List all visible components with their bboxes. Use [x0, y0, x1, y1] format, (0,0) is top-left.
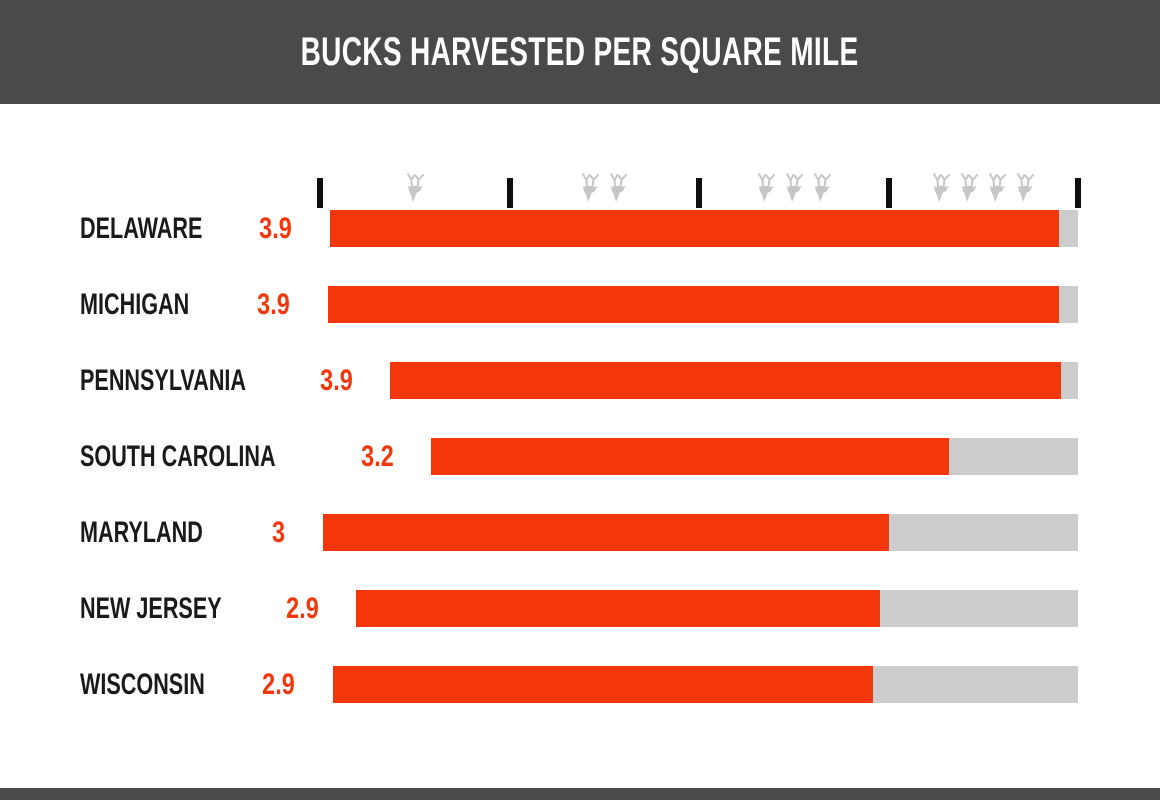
bar-fill: [431, 438, 949, 475]
table-row: NEW JERSEY 2.9: [0, 590, 1160, 627]
axis-tick: [1075, 178, 1081, 208]
state-value: 2.9: [262, 667, 296, 701]
state-value: 3.9: [259, 211, 292, 245]
state-value: 3.9: [257, 287, 290, 321]
table-row: WISCONSIN 2.9: [0, 666, 1160, 703]
bar-track: [327, 286, 1078, 323]
axis-tick: [506, 178, 513, 208]
table-row: MARYLAND 3: [0, 514, 1160, 551]
bar-track: [390, 362, 1078, 399]
buck-icon-group: [402, 172, 428, 206]
buck-icon-group: [753, 172, 835, 206]
buck-icon: [1017, 173, 1035, 202]
bar-fill: [322, 514, 890, 551]
buck-icon: [933, 173, 951, 202]
table-row: PENNSYLVANIA 3.9: [0, 362, 1160, 399]
bar-fill: [390, 362, 1061, 399]
chart-title: BUCKS HARVESTED PER SQUARE MILE: [301, 29, 859, 74]
buck-icon: [582, 173, 600, 202]
buck-icon: [961, 173, 979, 202]
state-label: SOUTH CAROLINA: [80, 439, 276, 473]
bar-track: [431, 438, 1078, 475]
table-row: DELAWARE 3.9: [0, 210, 1160, 247]
state-label: MICHIGAN: [80, 287, 190, 321]
state-value: 3.2: [360, 439, 394, 473]
bar-fill: [327, 286, 1060, 323]
buck-icon: [813, 173, 831, 202]
state-value: 2.9: [285, 591, 319, 625]
bar-chart: DELAWARE 3.9 MICHIGAN 3.9 PENNSYLVANIA 3…: [0, 104, 1160, 788]
bar-rows: DELAWARE 3.9 MICHIGAN 3.9 PENNSYLVANIA 3…: [0, 210, 1160, 742]
axis-tick: [317, 178, 323, 208]
bar-track: [333, 666, 1078, 703]
state-label: MARYLAND: [80, 515, 203, 549]
buck-icon: [406, 173, 424, 202]
buck-icon-group: [577, 172, 631, 206]
bar-track: [356, 590, 1078, 627]
axis-tick: [885, 178, 892, 208]
state-label: WISCONSIN: [80, 667, 205, 701]
table-row: MICHIGAN 3.9: [0, 286, 1160, 323]
buck-icon: [989, 173, 1007, 202]
buck-icon: [785, 173, 803, 202]
bar-fill: [329, 210, 1060, 247]
table-row: SOUTH CAROLINA 3.2: [0, 438, 1160, 475]
state-value: 3: [271, 515, 285, 549]
bar-fill: [356, 590, 880, 627]
state-label: PENNSYLVANIA: [80, 363, 247, 397]
buck-icon: [757, 173, 775, 202]
top-axis: [317, 152, 1081, 208]
state-value: 3.9: [319, 363, 353, 397]
state-label: DELAWARE: [80, 211, 203, 245]
bar-track: [322, 514, 1078, 551]
bar-track: [329, 210, 1078, 247]
axis-tick: [696, 178, 702, 208]
buck-icon: [610, 173, 628, 202]
header-banner: BUCKS HARVESTED PER SQUARE MILE: [0, 0, 1160, 104]
state-label: NEW JERSEY: [80, 591, 222, 625]
footer-bar: [0, 788, 1160, 800]
bar-fill: [333, 666, 874, 703]
buck-icon-group: [928, 172, 1038, 206]
